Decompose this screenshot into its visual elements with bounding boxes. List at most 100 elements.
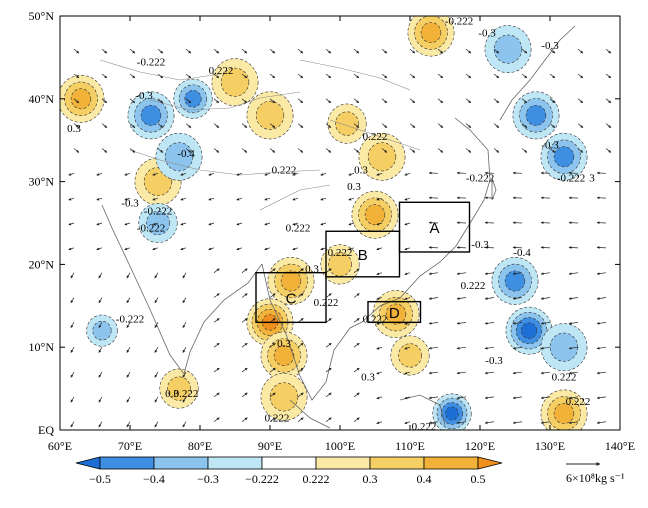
- flux-vector: [540, 321, 551, 325]
- contour-label: 0.222: [363, 313, 388, 325]
- flux-vector: [320, 197, 327, 201]
- flux-vector: [185, 148, 192, 153]
- flux-vector: [208, 222, 215, 226]
- contour-label: 0.222: [552, 371, 577, 383]
- flux-vector: [484, 371, 495, 375]
- flux-vector: [297, 98, 304, 104]
- flux-vector: [376, 172, 383, 176]
- flux-vector: [241, 293, 248, 298]
- region-label-c: C: [286, 291, 297, 308]
- flux-vector: [98, 371, 103, 378]
- region-box-a: [398, 201, 471, 253]
- flux-vector: [325, 293, 332, 298]
- flux-vector: [512, 371, 523, 375]
- flux-vector: [269, 417, 276, 423]
- flux-vector: [241, 98, 248, 104]
- flux-vector: [521, 98, 528, 104]
- flux-vector: [540, 297, 551, 300]
- colorbar-label: −0.5: [89, 472, 111, 486]
- flux-vector: [241, 392, 248, 398]
- flux-vector: [154, 396, 159, 403]
- flux-vector: [493, 98, 500, 104]
- flux-vector: [493, 48, 500, 54]
- colorbar-segment: [261, 456, 317, 470]
- y-axis-ticks: EQ 10°N 20°N 30°N 40°N 50°N: [29, 9, 620, 437]
- flux-vector: [98, 272, 103, 279]
- flux-vector: [437, 123, 444, 128]
- island-taiwan: [491, 177, 497, 201]
- flux-vector: [269, 293, 276, 298]
- reference-vector-label: 6×10⁸kg s⁻¹: [566, 471, 625, 485]
- flux-vector: [512, 321, 523, 325]
- flux-vector: [404, 247, 411, 251]
- field-blob-17-level-2: [140, 104, 162, 126]
- flux-vector: [297, 148, 304, 153]
- flux-vector: [292, 172, 299, 176]
- flux-vector: [73, 148, 80, 153]
- flux-vector: [154, 322, 159, 329]
- flux-vector: [126, 322, 131, 329]
- flux-vector: [428, 346, 439, 350]
- flux-vectors: [68, 48, 612, 428]
- field-blob-24-level-2: [553, 146, 575, 168]
- flux-vector: [182, 371, 187, 378]
- flux-vector: [264, 197, 271, 201]
- flux-vector: [68, 197, 75, 201]
- flux-vector: [512, 421, 523, 425]
- flux-vector: [129, 98, 136, 104]
- flux-vector: [376, 247, 383, 251]
- flux-vector: [68, 247, 75, 251]
- flux-vector: [549, 48, 556, 54]
- flux-vector: [437, 48, 444, 54]
- flux-vector: [325, 123, 332, 128]
- field-blob-15-level-2: [553, 403, 575, 424]
- flux-vector: [549, 148, 556, 153]
- flux-vector: [98, 347, 103, 353]
- contour-label: 0.222: [566, 396, 591, 408]
- colorbar-label: −0.4: [143, 472, 165, 486]
- field-blob-21-level-1: [92, 320, 112, 341]
- flux-vector: [129, 148, 136, 153]
- flux-vector: [297, 48, 304, 54]
- coastline-india: [101, 204, 263, 375]
- y-tick-label: 40°N: [29, 92, 55, 106]
- flux-vector: [182, 322, 187, 329]
- flux-vector: [568, 272, 579, 276]
- contour-label: -0.222: [116, 313, 144, 325]
- flux-vector: [264, 247, 271, 251]
- contour-label: 0.3: [354, 164, 368, 176]
- flux-vector: [409, 73, 416, 79]
- flux-vector: [213, 148, 220, 153]
- field-blob-6-level-2: [364, 204, 386, 226]
- flux-vector: [269, 342, 276, 348]
- flux-vector: [264, 172, 271, 176]
- flux-vector: [376, 272, 383, 276]
- flux-vector: [213, 98, 220, 104]
- contour-labels: 0.222 -0.222 -0.3 0.3 -0.4 -0.3 -0.222 -0.222 -0…: [67, 15, 595, 433]
- flux-vector: [154, 347, 159, 353]
- flux-vector: [126, 297, 131, 304]
- flux-vector: [213, 48, 220, 54]
- region-box-d: [367, 300, 422, 324]
- flux-vector: [182, 421, 187, 428]
- shaded-fields: [60, 16, 588, 430]
- flux-vector: [325, 342, 332, 348]
- flux-vector: [540, 396, 551, 400]
- flux-vector: [325, 392, 332, 398]
- flux-vector: [269, 392, 276, 398]
- flux-vector: [241, 367, 248, 373]
- flux-vector: [325, 417, 332, 423]
- flux-vector: [241, 148, 248, 153]
- x-tick-label: 110°E: [395, 439, 425, 453]
- flux-vector: [70, 297, 75, 304]
- flux-vector: [126, 371, 131, 378]
- flux-vector: [73, 48, 80, 54]
- flux-vector: [465, 148, 472, 153]
- field-blob-23-level-2: [525, 104, 547, 126]
- flux-vector: [404, 222, 411, 226]
- flux-vector: [129, 123, 136, 128]
- flux-vector: [353, 98, 360, 104]
- y-tick-label: 50°N: [29, 9, 55, 23]
- x-tick-label: 140°E: [605, 439, 635, 453]
- flux-vector: [540, 371, 551, 375]
